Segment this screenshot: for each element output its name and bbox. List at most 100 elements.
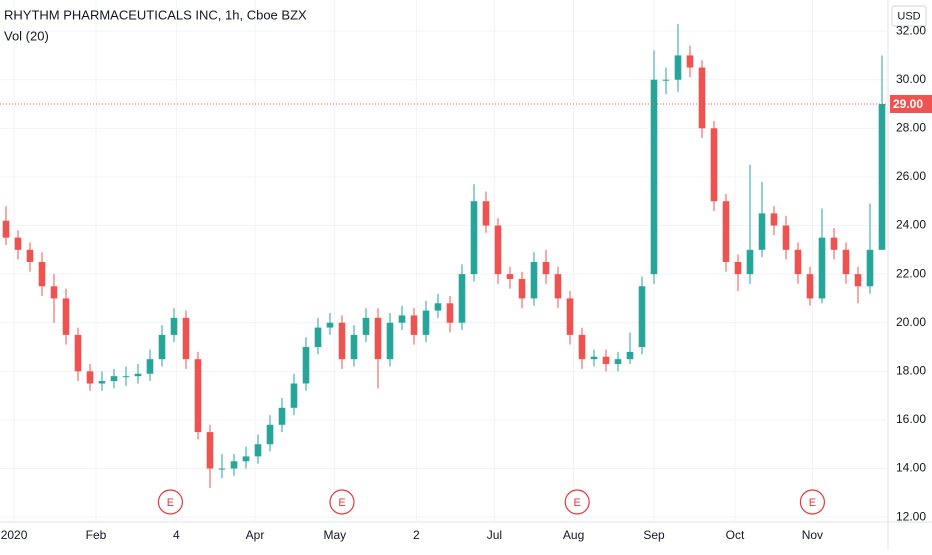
candle-body (482, 201, 490, 226)
grid (0, 0, 888, 522)
candle-body (62, 298, 70, 335)
candle-body (290, 383, 298, 408)
candle-body (206, 432, 214, 469)
candle-body (590, 356, 598, 360)
y-tick-label: 22.00 (896, 266, 926, 280)
candle-body (578, 334, 586, 360)
candle-body (242, 456, 250, 462)
y-tick-label: 26.00 (896, 169, 926, 183)
candle-body (638, 286, 646, 348)
last-price-label: 29.00 (893, 97, 923, 111)
x-tick-label: Sep (643, 528, 665, 542)
candle-body (254, 444, 262, 457)
candle-body (110, 376, 118, 382)
chart-title: RHYTHM PHARMACEUTICALS INC, 1h, Cboe BZX (4, 7, 307, 22)
candle-body (470, 201, 478, 275)
currency[interactable]: USD (897, 10, 920, 22)
candle-body (266, 424, 274, 445)
earnings-label: E (338, 497, 345, 509)
y-tick-label: 32.00 (896, 23, 926, 37)
volume-label: Vol (20) (4, 28, 49, 43)
candle-body (698, 67, 706, 129)
candle-body (50, 286, 58, 299)
y-tick-label: 12.00 (896, 509, 926, 523)
x-tick-label: Oct (726, 528, 745, 542)
candle-body (338, 322, 346, 360)
x-tick-label: Feb (86, 528, 107, 542)
last-price-box (890, 95, 932, 114)
candle-body (2, 220, 10, 238)
x-tick-label: Aug (563, 528, 584, 542)
earnings-label: E (167, 497, 174, 509)
candle-body (854, 274, 862, 287)
candle-body (134, 373, 142, 377)
candle-body (398, 315, 406, 323)
candle-body (86, 371, 94, 384)
x-tick-label: Nov (802, 528, 823, 542)
candle-body (518, 278, 526, 299)
x-tick-label: 2 (413, 528, 420, 542)
x-tick-label: 4 (173, 528, 180, 542)
candle-body (26, 249, 34, 262)
candle-body (326, 322, 334, 328)
x-tick-label: Apr (246, 528, 265, 542)
candle-body (566, 298, 574, 335)
candle-body (830, 237, 838, 250)
candle-body (758, 213, 766, 250)
candle-body (710, 128, 718, 202)
y-tick-label: 16.00 (896, 412, 926, 426)
candle-body (278, 407, 286, 425)
currency-box[interactable] (891, 5, 927, 27)
candle-body (434, 303, 442, 311)
candle-body (602, 356, 610, 365)
candle-body (878, 104, 886, 250)
y-tick-label: 14.00 (896, 461, 926, 475)
candle-body (662, 79, 670, 81)
candles (2, 23, 886, 488)
candle-body (314, 327, 322, 348)
candle-body (374, 317, 382, 360)
candle-body (386, 322, 394, 360)
candle-body (734, 261, 742, 275)
earnings-label: E (809, 497, 816, 509)
candle-body (74, 334, 82, 372)
candle-body (746, 249, 754, 275)
candle-body (194, 359, 202, 433)
candle-body (806, 274, 814, 299)
candle-body (722, 201, 730, 262)
candle-body (674, 55, 682, 80)
candle-body (686, 55, 694, 68)
x-tick-label: May (323, 528, 346, 542)
candle-body (410, 315, 418, 335)
candle-body (302, 347, 310, 384)
candle-body (794, 249, 802, 275)
candle-body (782, 225, 790, 250)
candle-body (158, 334, 166, 360)
candle-body (146, 359, 154, 374)
x-tick-label: 2020 (1, 528, 28, 542)
candle-body (182, 317, 190, 360)
candle-body (122, 376, 130, 378)
candle-body (362, 317, 370, 335)
candle-body (350, 334, 358, 360)
y-tick-label: 24.00 (896, 218, 926, 232)
candle-body (530, 261, 538, 299)
earnings-marker (157, 489, 183, 515)
candle-body (230, 461, 238, 469)
candle-body (866, 249, 874, 287)
y-tick-label: 28.00 (896, 120, 926, 134)
y-tick-label: 18.00 (896, 364, 926, 378)
candle-body (14, 237, 22, 250)
candle-body (218, 468, 226, 470)
y-tick-label: 30.00 (896, 72, 926, 86)
candle-body (770, 213, 778, 226)
earnings-marker (564, 489, 590, 515)
candle-body (542, 261, 550, 275)
y-tick-label: 20.00 (896, 315, 926, 329)
candle-body (38, 261, 46, 287)
candle-body (422, 310, 430, 335)
earnings-label: E (574, 497, 581, 509)
candle-body (818, 237, 826, 299)
candle-body (554, 274, 562, 299)
x-tick-label: Jul (487, 528, 502, 542)
